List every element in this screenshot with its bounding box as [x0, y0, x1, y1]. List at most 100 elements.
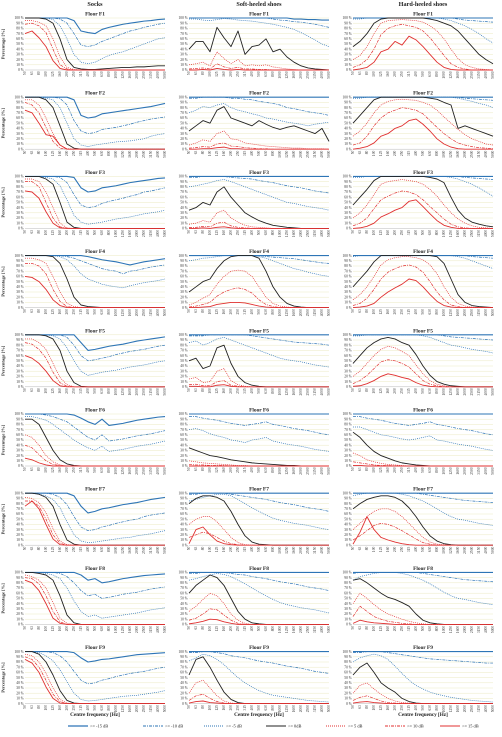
- x-tick-label: 315: [243, 467, 247, 473]
- x-tick-label: 80: [37, 150, 41, 154]
- x-tick-label: 400: [414, 150, 418, 156]
- y-tick-label: 40 %: [16, 47, 24, 51]
- panel-title: Floor F2: [413, 91, 433, 97]
- y-tick-label: 80 %: [344, 27, 352, 31]
- x-tick-label: 500: [421, 705, 425, 711]
- y-tick-label: 80 %: [180, 264, 188, 268]
- x-tick-label: 200: [229, 467, 233, 473]
- x-tick-label: 4000: [320, 150, 324, 157]
- x-tick-label: 2500: [306, 309, 310, 316]
- x-tick-label: 160: [386, 230, 390, 236]
- y-tick-label: 30 %: [180, 607, 188, 611]
- x-tick-label: 80: [37, 388, 41, 392]
- x-tick-label: 1600: [128, 71, 132, 78]
- y-tick-label: 0 %: [346, 623, 352, 627]
- x-tick-label: 2500: [306, 626, 310, 633]
- series-line-7: [24, 579, 165, 625]
- x-tick-label: 800: [107, 71, 111, 77]
- x-tick-label: 630: [428, 309, 432, 315]
- panel-6-2: Floor F60 %10 %20 %30 %40 %50 %60 %70 %8…: [179, 408, 332, 475]
- x-tick-label: 630: [428, 705, 432, 711]
- x-tick-label: 630: [428, 546, 432, 552]
- x-tick-label: 2000: [463, 546, 467, 553]
- y-tick-label: 100 %: [15, 333, 24, 337]
- x-tick-label: 800: [435, 626, 439, 632]
- x-tick-label: 800: [271, 230, 275, 236]
- x-tick-label: 2000: [135, 71, 139, 78]
- x-tick-label: 50: [23, 467, 27, 471]
- y-tick-label: 60 %: [16, 37, 24, 41]
- y-tick-label: 0 %: [182, 464, 188, 468]
- x-tick-label: 2500: [470, 705, 474, 712]
- x-tick-label: 400: [86, 230, 90, 236]
- series-line-7: [189, 384, 329, 388]
- x-tick-label: 63: [194, 467, 198, 471]
- x-tick-label: 4000: [320, 388, 324, 395]
- x-tick-label: 1250: [449, 309, 453, 316]
- x-tick-label: 4000: [320, 705, 324, 712]
- x-tick-label: 1250: [449, 71, 453, 78]
- x-tick-label: 500: [257, 388, 261, 394]
- y-tick-label: 50 %: [180, 597, 188, 601]
- y-tick-label: 90 %: [344, 497, 352, 501]
- y-tick-label: 50 %: [180, 359, 188, 363]
- panel-title: Floor F8: [85, 566, 105, 572]
- y-tick-label: 40 %: [344, 681, 352, 685]
- y-tick-label: 30 %: [180, 132, 188, 136]
- x-tick-label: 1250: [285, 230, 289, 237]
- x-tick-label: 800: [271, 626, 275, 632]
- x-tick-label: 800: [435, 309, 439, 315]
- y-tick-label: 40 %: [180, 364, 188, 368]
- x-tick-label: 1250: [285, 467, 289, 474]
- y-tick-label: 70 %: [16, 665, 24, 669]
- x-tick-label: 630: [428, 150, 432, 156]
- y-tick-label: 30 %: [344, 132, 352, 136]
- x-tick-label: 1600: [456, 705, 460, 712]
- x-tick-label: 80: [365, 705, 369, 709]
- y-tick-label: 0 %: [346, 68, 352, 72]
- x-tick-label: 400: [250, 71, 254, 77]
- panel-title: Floor F6: [413, 408, 433, 414]
- x-tick-label: 5000: [327, 626, 331, 633]
- x-tick-label: 50: [351, 626, 355, 630]
- x-tick-label: 63: [358, 230, 362, 234]
- x-tick-label: 500: [257, 230, 261, 236]
- x-tick-label: 250: [400, 626, 404, 632]
- x-tick-label: 800: [435, 467, 439, 473]
- x-tick-label: 160: [386, 388, 390, 394]
- y-tick-label: 20 %: [16, 295, 24, 299]
- x-tick-label: 250: [72, 546, 76, 552]
- series-line-6: [188, 63, 329, 71]
- x-tick-label: 2000: [135, 150, 139, 157]
- x-tick-label: 100: [44, 705, 48, 711]
- x-tick-label: 160: [222, 626, 226, 632]
- y-tick-label: 80 %: [16, 264, 24, 268]
- y-tick-label: 90 %: [16, 180, 24, 184]
- legend-label: >= -10 dB: [165, 724, 183, 729]
- x-tick-label: 4000: [484, 388, 488, 395]
- x-tick-label: 100: [372, 467, 376, 473]
- y-tick-label: 60 %: [344, 433, 352, 437]
- series-line-3: [353, 334, 494, 354]
- y-tick-label: 20 %: [344, 691, 352, 695]
- x-tick-label: 250: [72, 309, 76, 315]
- x-tick-label: 315: [79, 388, 83, 394]
- series-line-2: [189, 255, 330, 264]
- x-tick-label: 2500: [470, 467, 474, 474]
- y-tick-label: 70 %: [16, 32, 24, 36]
- y-tick-label: 10 %: [16, 538, 24, 542]
- x-tick-label: 1600: [292, 150, 296, 157]
- x-tick-label: 1600: [292, 230, 296, 237]
- y-tick-label: 90 %: [180, 497, 188, 501]
- x-tick-label: 160: [58, 546, 62, 552]
- x-tick-label: 800: [435, 388, 439, 394]
- y-tick-label: 0 %: [346, 306, 352, 310]
- x-tick-label: 100: [372, 626, 376, 632]
- x-tick-label: 80: [201, 150, 205, 154]
- y-tick-label: 50 %: [16, 280, 24, 284]
- x-tick-label: 3150: [313, 705, 317, 712]
- x-tick-label: 3150: [477, 71, 481, 78]
- y-tick-label: 30 %: [344, 369, 352, 373]
- y-tick-label: 50 %: [180, 676, 188, 680]
- y-tick-label: 100 %: [343, 254, 352, 258]
